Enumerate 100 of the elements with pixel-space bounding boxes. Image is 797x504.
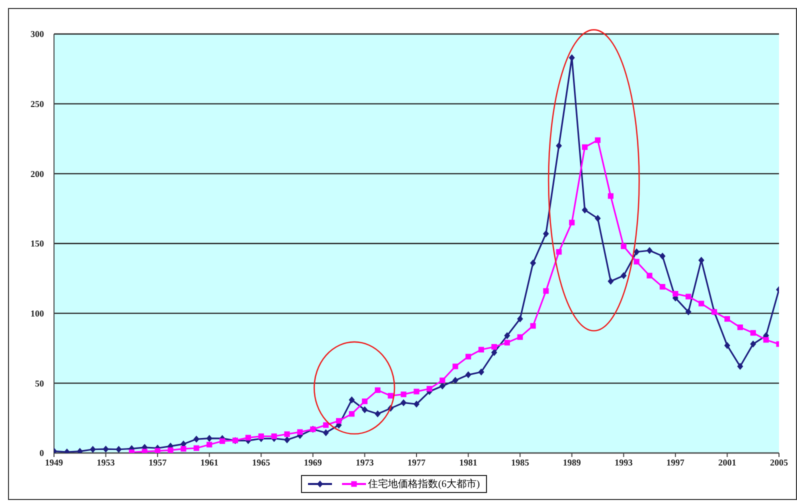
point [530, 323, 536, 329]
x-tick-label: 1993 [614, 457, 634, 468]
point [206, 442, 212, 448]
point [154, 448, 160, 453]
x-tick-label: 2005 [770, 457, 788, 468]
point [491, 348, 498, 356]
x-tick-label: 1965 [252, 457, 271, 468]
point [491, 344, 497, 350]
point [724, 316, 730, 322]
point [698, 300, 704, 306]
point [439, 382, 446, 390]
point [297, 429, 303, 435]
point [414, 388, 420, 394]
point [594, 214, 601, 222]
point [258, 433, 264, 440]
point [582, 206, 588, 214]
point [608, 193, 614, 199]
point [530, 260, 536, 267]
point [180, 446, 186, 452]
point [102, 446, 109, 453]
point [660, 284, 666, 290]
point [698, 256, 704, 264]
point [90, 446, 96, 453]
point [465, 354, 472, 360]
x-tick-label: 1949 [45, 457, 64, 468]
x-tick-label: 1989 [562, 457, 582, 468]
point [348, 396, 355, 404]
point [504, 332, 510, 340]
point [737, 362, 744, 370]
point [271, 433, 277, 440]
x-tick-label: 1969 [304, 457, 322, 468]
point [245, 434, 251, 440]
point [556, 142, 562, 150]
point [737, 324, 743, 330]
point [452, 364, 458, 370]
point [452, 376, 458, 384]
x-tick-label: 1997 [666, 457, 685, 468]
point [465, 371, 472, 378]
point [646, 246, 653, 254]
point [517, 334, 523, 340]
point [542, 230, 549, 238]
point [543, 288, 549, 294]
point [620, 272, 627, 280]
point [594, 137, 601, 143]
point [348, 411, 355, 417]
point [76, 448, 83, 453]
point [220, 438, 226, 444]
point [426, 386, 432, 392]
y-tick-label: 50 [35, 378, 44, 388]
point [750, 340, 756, 348]
point [414, 400, 420, 408]
point [478, 346, 484, 352]
point [517, 315, 524, 322]
point [608, 278, 614, 285]
point [568, 54, 575, 62]
x-tick-label: 1953 [96, 457, 116, 468]
y-tick-label: 0 [40, 448, 44, 458]
y-tick-label: 150 [30, 238, 44, 249]
point [400, 399, 407, 406]
x-tick-label: 1961 [200, 457, 219, 468]
y-tick-label: 250 [30, 99, 44, 110]
point [336, 418, 342, 424]
point [672, 290, 678, 297]
y-tick-label: 100 [30, 308, 44, 319]
point [634, 248, 640, 256]
point [374, 387, 380, 393]
point [142, 448, 148, 453]
point [646, 272, 652, 278]
point [620, 243, 626, 250]
point [284, 436, 290, 444]
point [634, 258, 640, 264]
x-tick-label: 1957 [148, 457, 168, 468]
legend-label: 住宅地価格指数(6大都市) [368, 478, 480, 491]
point [194, 445, 200, 451]
point [478, 368, 484, 376]
point [362, 398, 368, 404]
point [504, 340, 510, 346]
x-tick-label: 1985 [511, 457, 530, 468]
point [323, 422, 329, 428]
y-tick-label: 300 [30, 29, 44, 40]
point [362, 406, 368, 414]
point [763, 337, 769, 343]
point [388, 392, 394, 399]
point [193, 436, 200, 443]
point [724, 342, 730, 349]
point [168, 447, 174, 453]
point [400, 392, 406, 398]
point [582, 144, 588, 150]
point [322, 429, 329, 436]
x-tick-label: 1981 [459, 457, 478, 468]
x-tick-label: 1973 [356, 457, 374, 468]
point [374, 410, 381, 418]
point [569, 220, 575, 226]
x-tick-label: 1977 [408, 457, 426, 468]
point [685, 308, 692, 316]
point [116, 446, 122, 453]
point [284, 431, 290, 437]
point [659, 252, 666, 260]
point [556, 249, 562, 255]
point [206, 434, 212, 442]
